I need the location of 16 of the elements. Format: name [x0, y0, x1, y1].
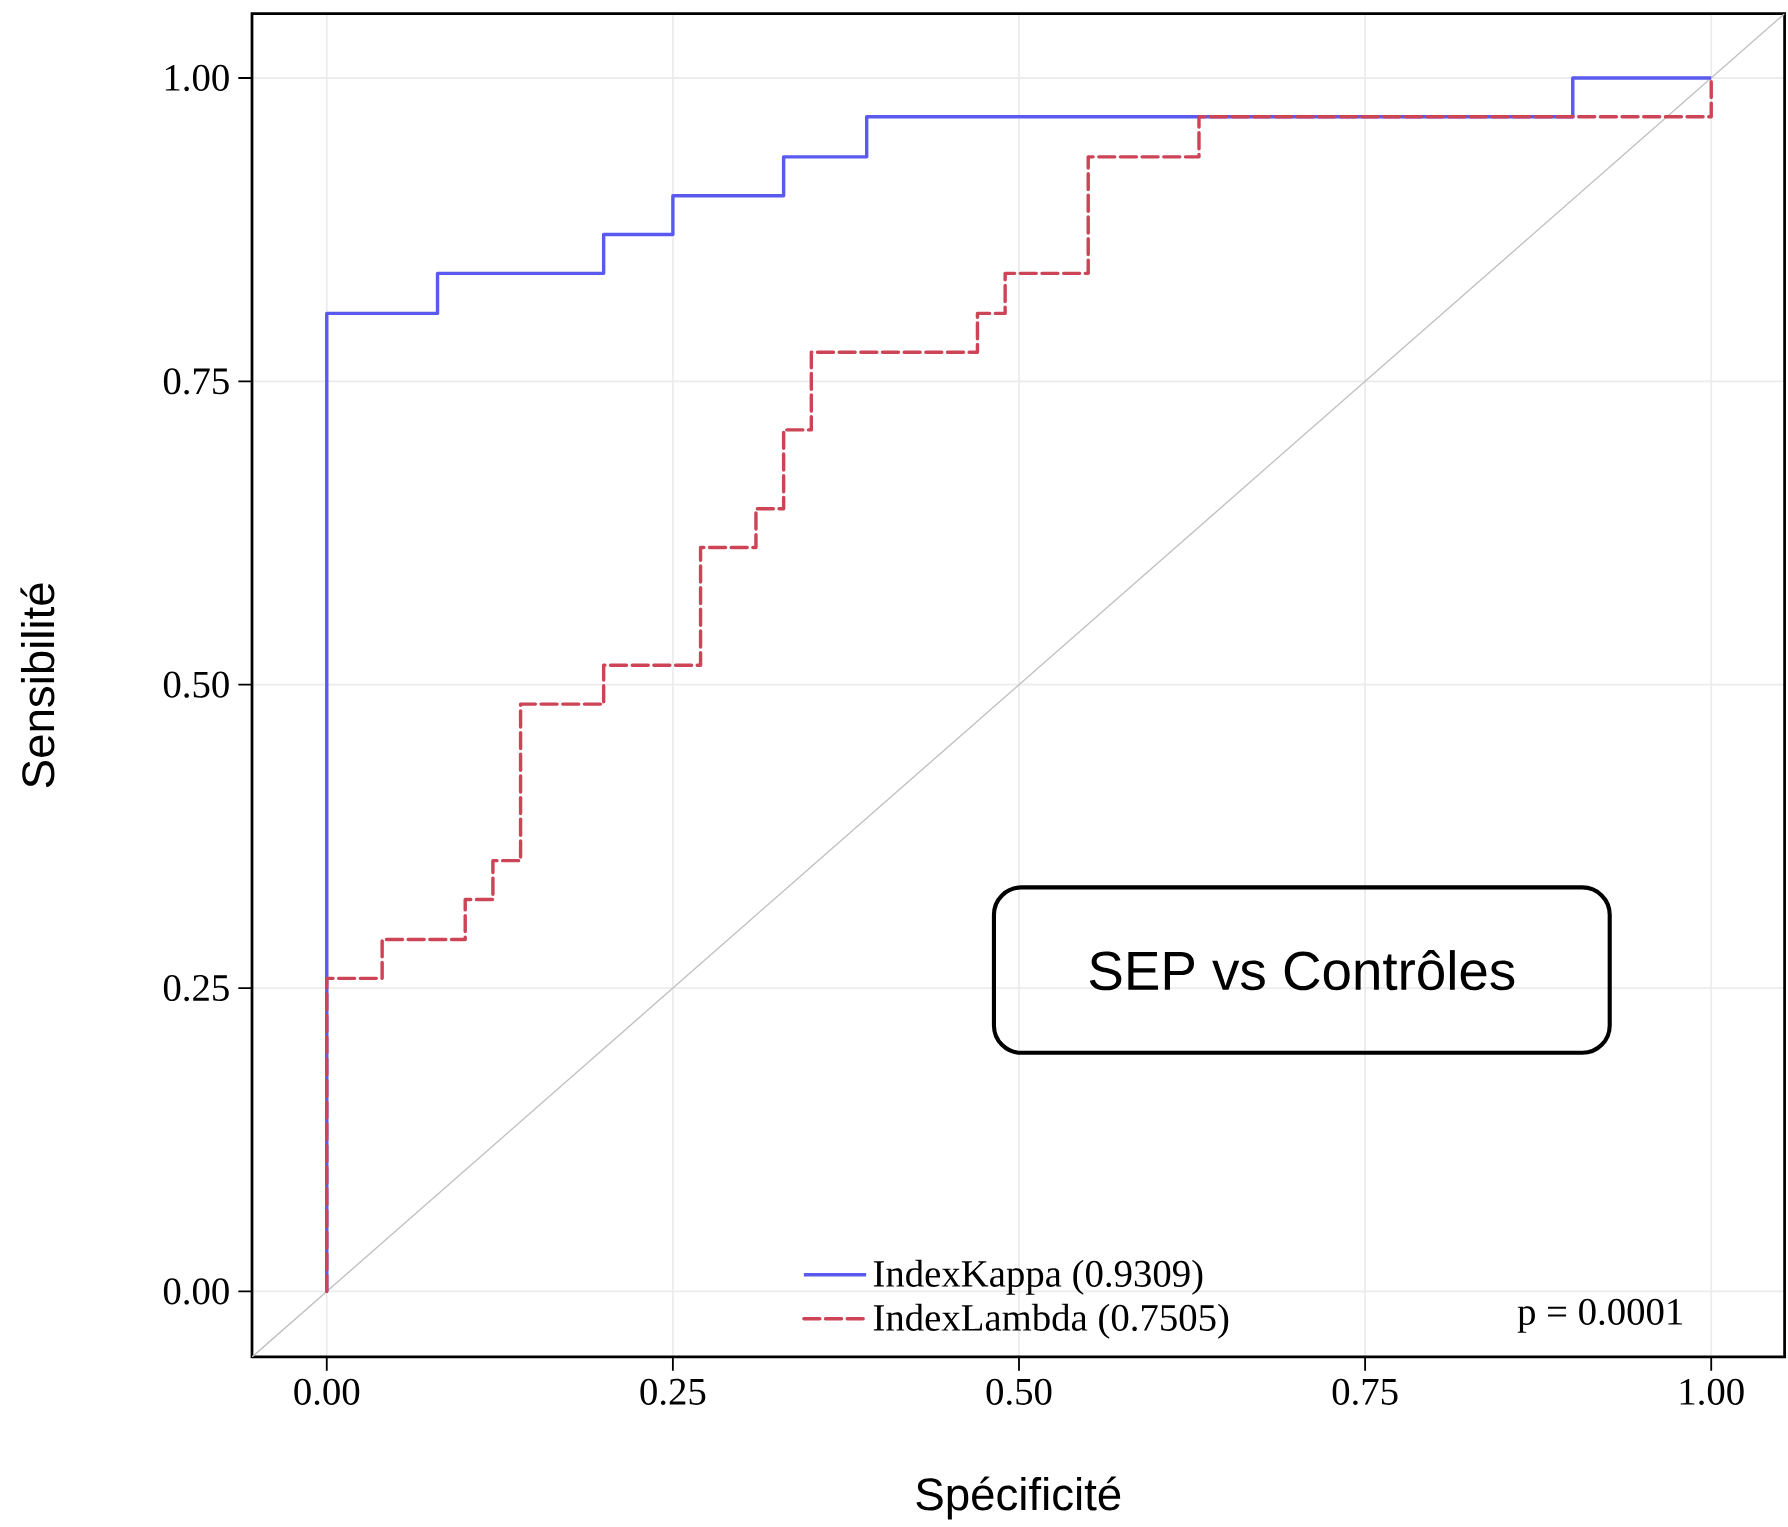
- legend-label: IndexLambda (0.7505): [873, 1303, 1229, 1339]
- y-tick-label: 0.75: [163, 368, 229, 395]
- y-tick-label: 1.00: [165, 64, 229, 92]
- annotation: SEP vs Contrôles: [1089, 949, 1515, 991]
- y-axis-title: Sensibilité: [20, 583, 55, 788]
- annotation: p = 0.0001: [1517, 1298, 1682, 1333]
- y-tick-label: 0.25: [163, 974, 229, 1002]
- y-tick-label: 0.00: [163, 1278, 229, 1305]
- x-tick-label: 1.00: [1680, 1378, 1744, 1405]
- x-tick-label: 0.50: [986, 1378, 1052, 1405]
- x-axis-title: Spécificité: [916, 1476, 1121, 1520]
- x-tick-label: 0.25: [640, 1378, 706, 1405]
- x-tick-label: 0.00: [294, 1378, 360, 1405]
- legend-label: IndexKappa (0.9309): [873, 1259, 1203, 1295]
- y-tick-label: 0.50: [163, 671, 229, 698]
- x-tick-label: 0.75: [1332, 1378, 1398, 1405]
